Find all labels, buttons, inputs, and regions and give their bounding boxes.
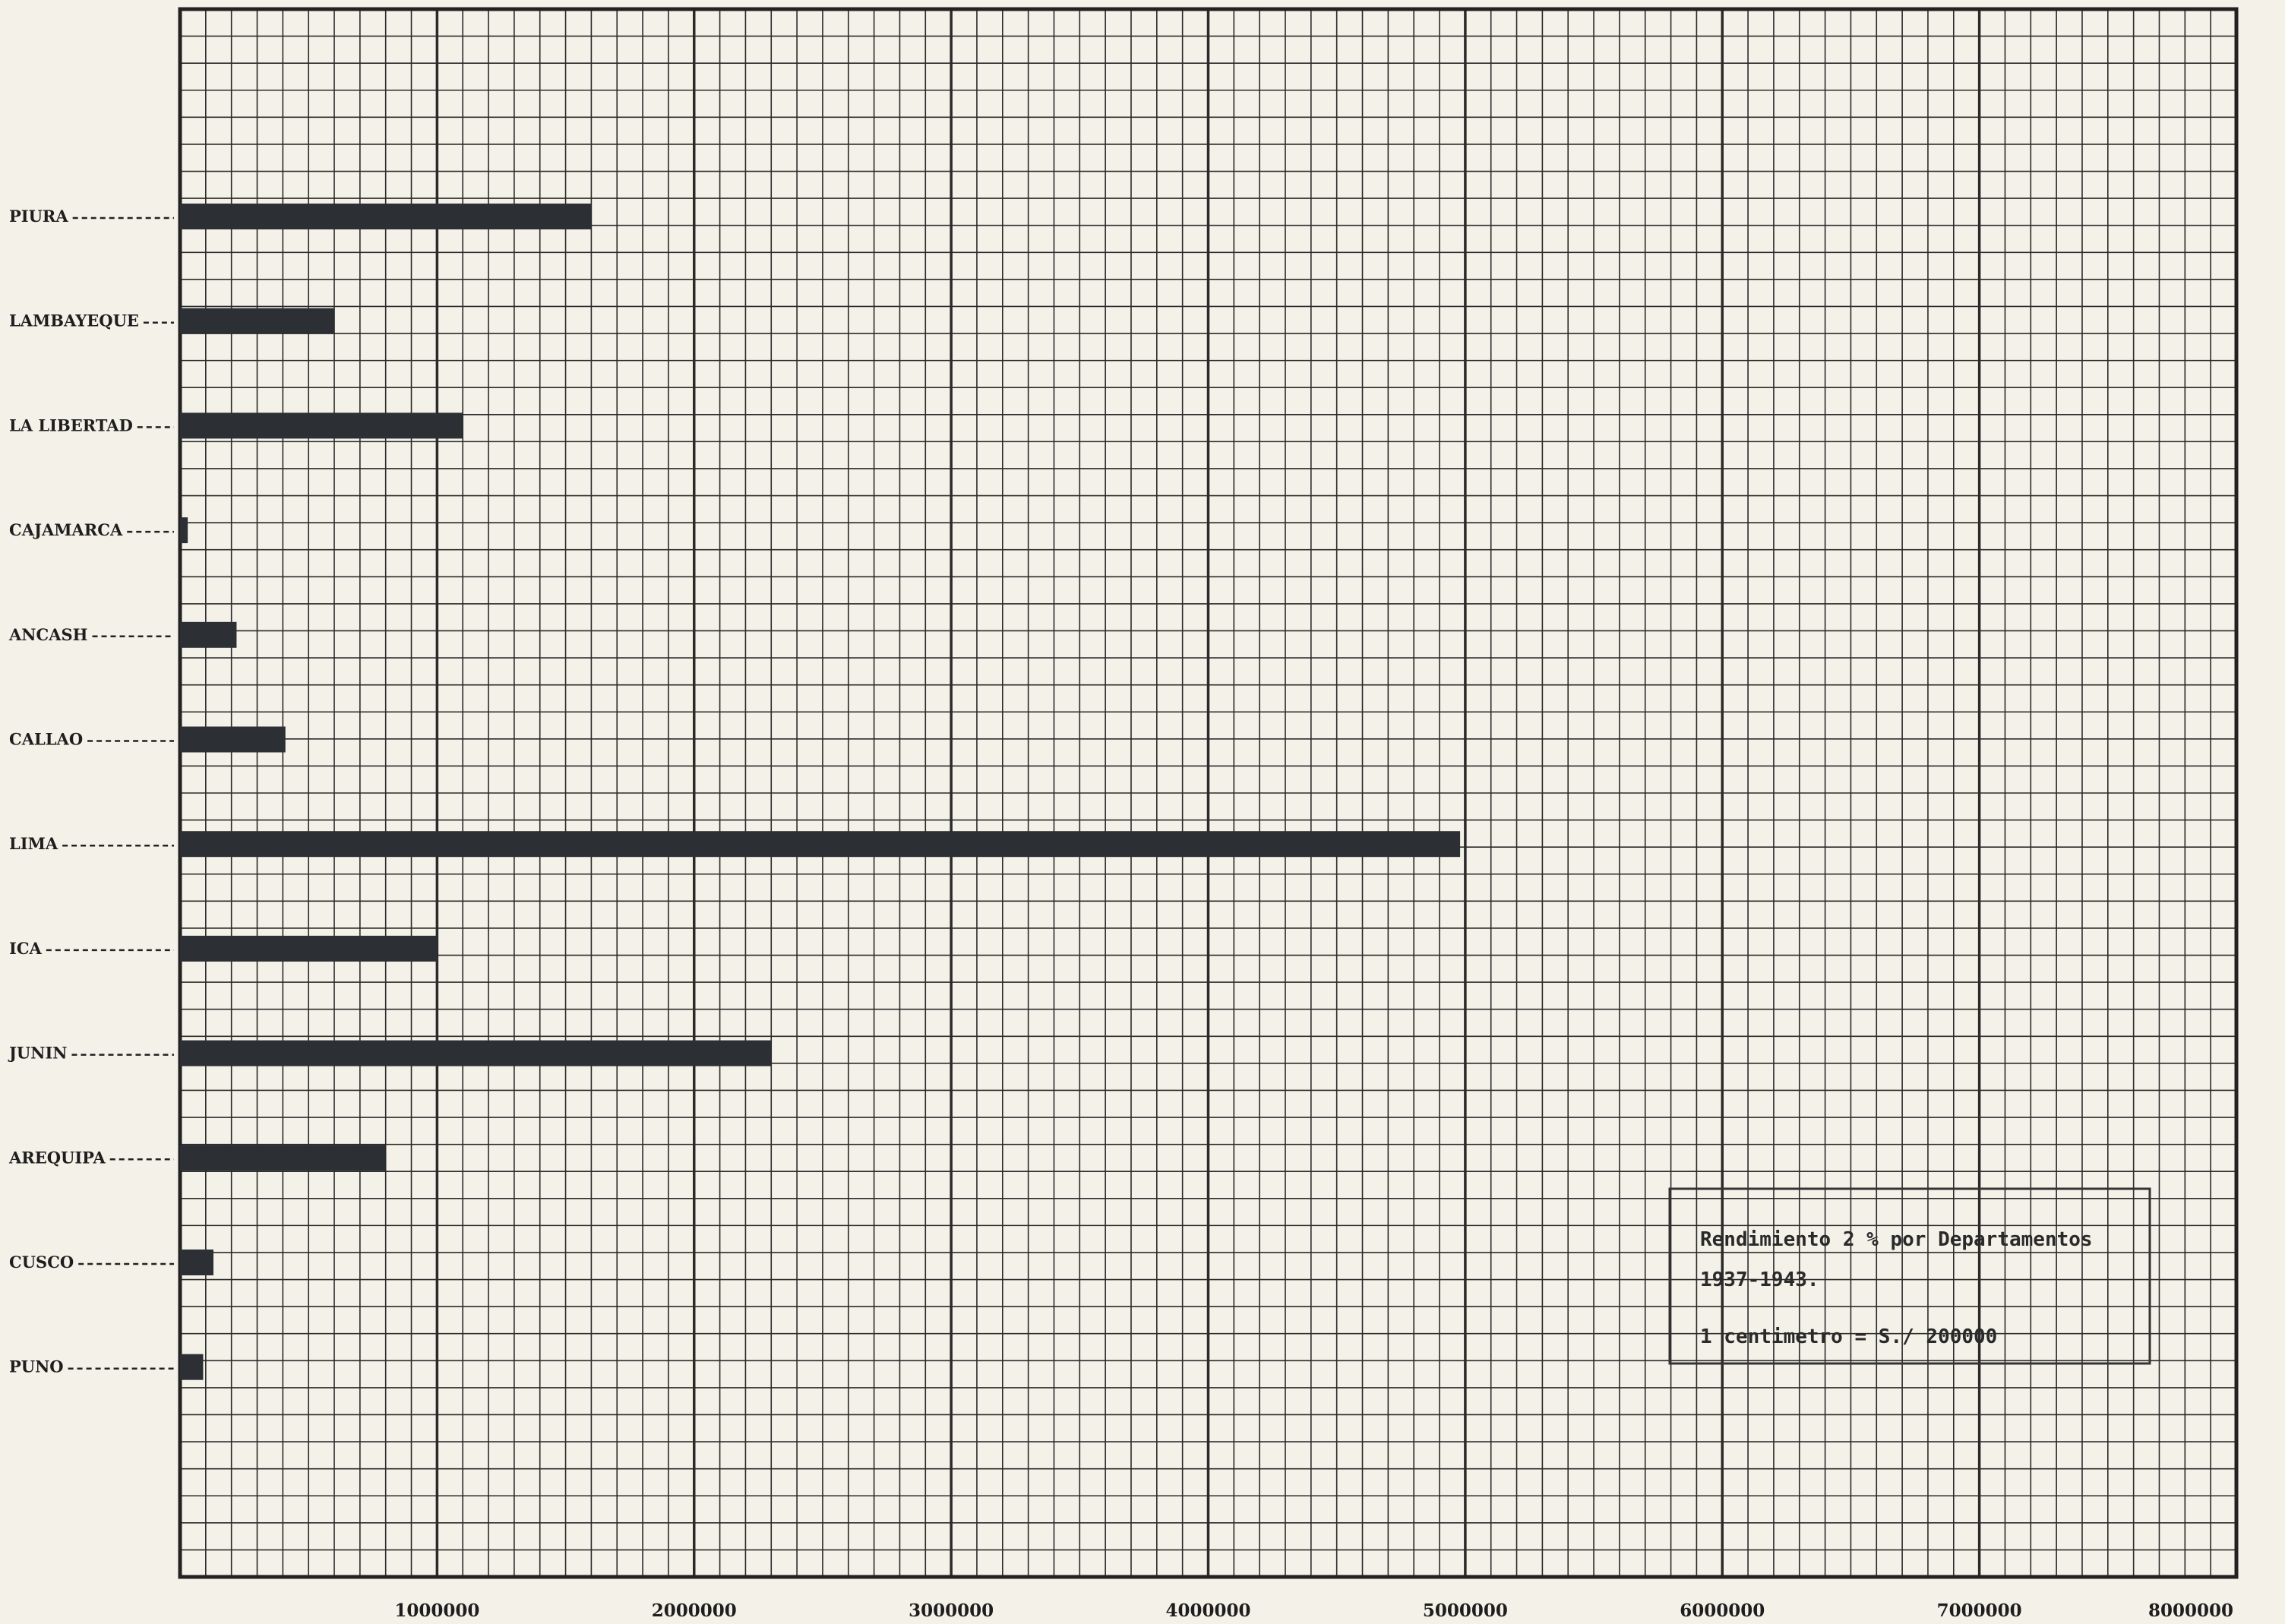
- x-tick-label: 3000000: [909, 1600, 994, 1621]
- plot-frame: [178, 7, 2239, 1579]
- bars: [180, 204, 1461, 1380]
- category-label: CUSCO: [9, 1253, 74, 1272]
- x-tick-label: 5000000: [1423, 1600, 1508, 1621]
- category-label: CAJAMARCA: [9, 520, 123, 539]
- bar-piura: [180, 204, 592, 229]
- bar-ica: [180, 935, 438, 962]
- bar-junin: [180, 1040, 772, 1066]
- x-tick-label: 8000000: [2148, 1600, 2233, 1621]
- x-tick-label: 1000000: [394, 1600, 479, 1621]
- bar-cusco: [180, 1250, 213, 1275]
- bar-lima: [180, 831, 1461, 858]
- bar-lambayeque: [180, 308, 335, 334]
- category-label: LAMBAYEQUE: [9, 311, 139, 330]
- category-label: LA LIBERTAD: [9, 415, 133, 434]
- legend-line-3: 1 centimetro = S./ 200000: [1700, 1325, 1997, 1348]
- category-label: PUNO: [9, 1357, 64, 1376]
- bar-cajamarca: [180, 517, 188, 544]
- legend-box: Rendimiento 2 % por Departamentos 1937-1…: [1668, 1187, 2151, 1365]
- category-label: CALLAO: [9, 730, 83, 749]
- x-tick-label: 6000000: [1680, 1600, 1765, 1621]
- category-label: ANCASH: [8, 625, 88, 644]
- category-label: PIURA: [9, 207, 68, 226]
- legend-line-1: Rendimiento 2 % por Departamentos: [1700, 1228, 2093, 1251]
- x-tick-label: 4000000: [1165, 1600, 1250, 1621]
- category-labels: PIURA LAMBAYEQUE LA LIBERTAD CAJAMARCA ANCAS…: [8, 207, 174, 1376]
- bar-puno: [180, 1354, 204, 1380]
- bar-ancash: [180, 621, 237, 648]
- x-tick-labels: 1000000 2000000 3000000 4000000 5000000 60000…: [394, 1600, 2233, 1621]
- x-tick-label: 7000000: [1937, 1600, 2022, 1621]
- category-label: AREQUIPA: [8, 1148, 106, 1167]
- legend-line-2: 1937-1943.: [1700, 1269, 1819, 1291]
- x-tick-label: 2000000: [652, 1600, 737, 1621]
- bar-arequipa: [180, 1145, 386, 1171]
- category-label: LIMA: [9, 834, 58, 853]
- bar-la-libertad: [180, 412, 463, 439]
- legend-frame: [1668, 1187, 2151, 1365]
- bar-callao: [180, 726, 286, 753]
- category-label: JUNIN: [8, 1044, 67, 1063]
- category-label: ICA: [9, 939, 43, 958]
- grid: [178, 7, 2239, 1579]
